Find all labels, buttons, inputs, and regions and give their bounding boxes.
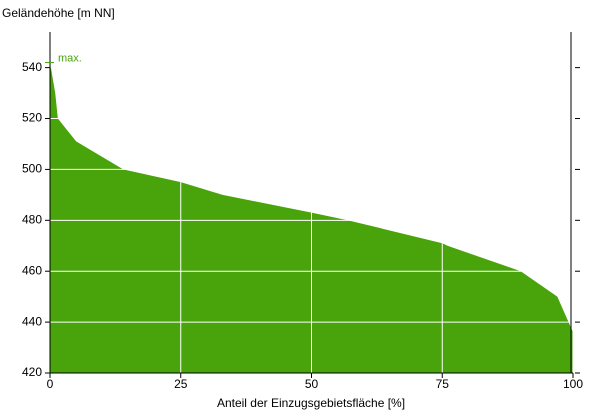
y-tick-label: 540 (22, 60, 42, 74)
y-tick-label: 480 (22, 212, 42, 226)
y-axis-title: Geländehöhe [m NN] (2, 6, 115, 20)
x-tick-label: 50 (305, 377, 319, 391)
annotation: max. (58, 52, 82, 64)
y-tick-label: 500 (22, 162, 42, 176)
y-tick-label: 460 (22, 263, 42, 277)
x-tick-label: 100 (563, 377, 583, 391)
x-tick-label: 25 (174, 377, 188, 391)
y-tick-label: 440 (22, 314, 42, 328)
y-tick-label: 420 (22, 365, 42, 379)
x-tick-label: 0 (47, 377, 54, 391)
y-tick-label: 520 (22, 111, 42, 125)
x-tick-label: 75 (436, 377, 450, 391)
x-axis-title: Anteil der Einzugsgebietsfläche [%] (217, 396, 405, 410)
